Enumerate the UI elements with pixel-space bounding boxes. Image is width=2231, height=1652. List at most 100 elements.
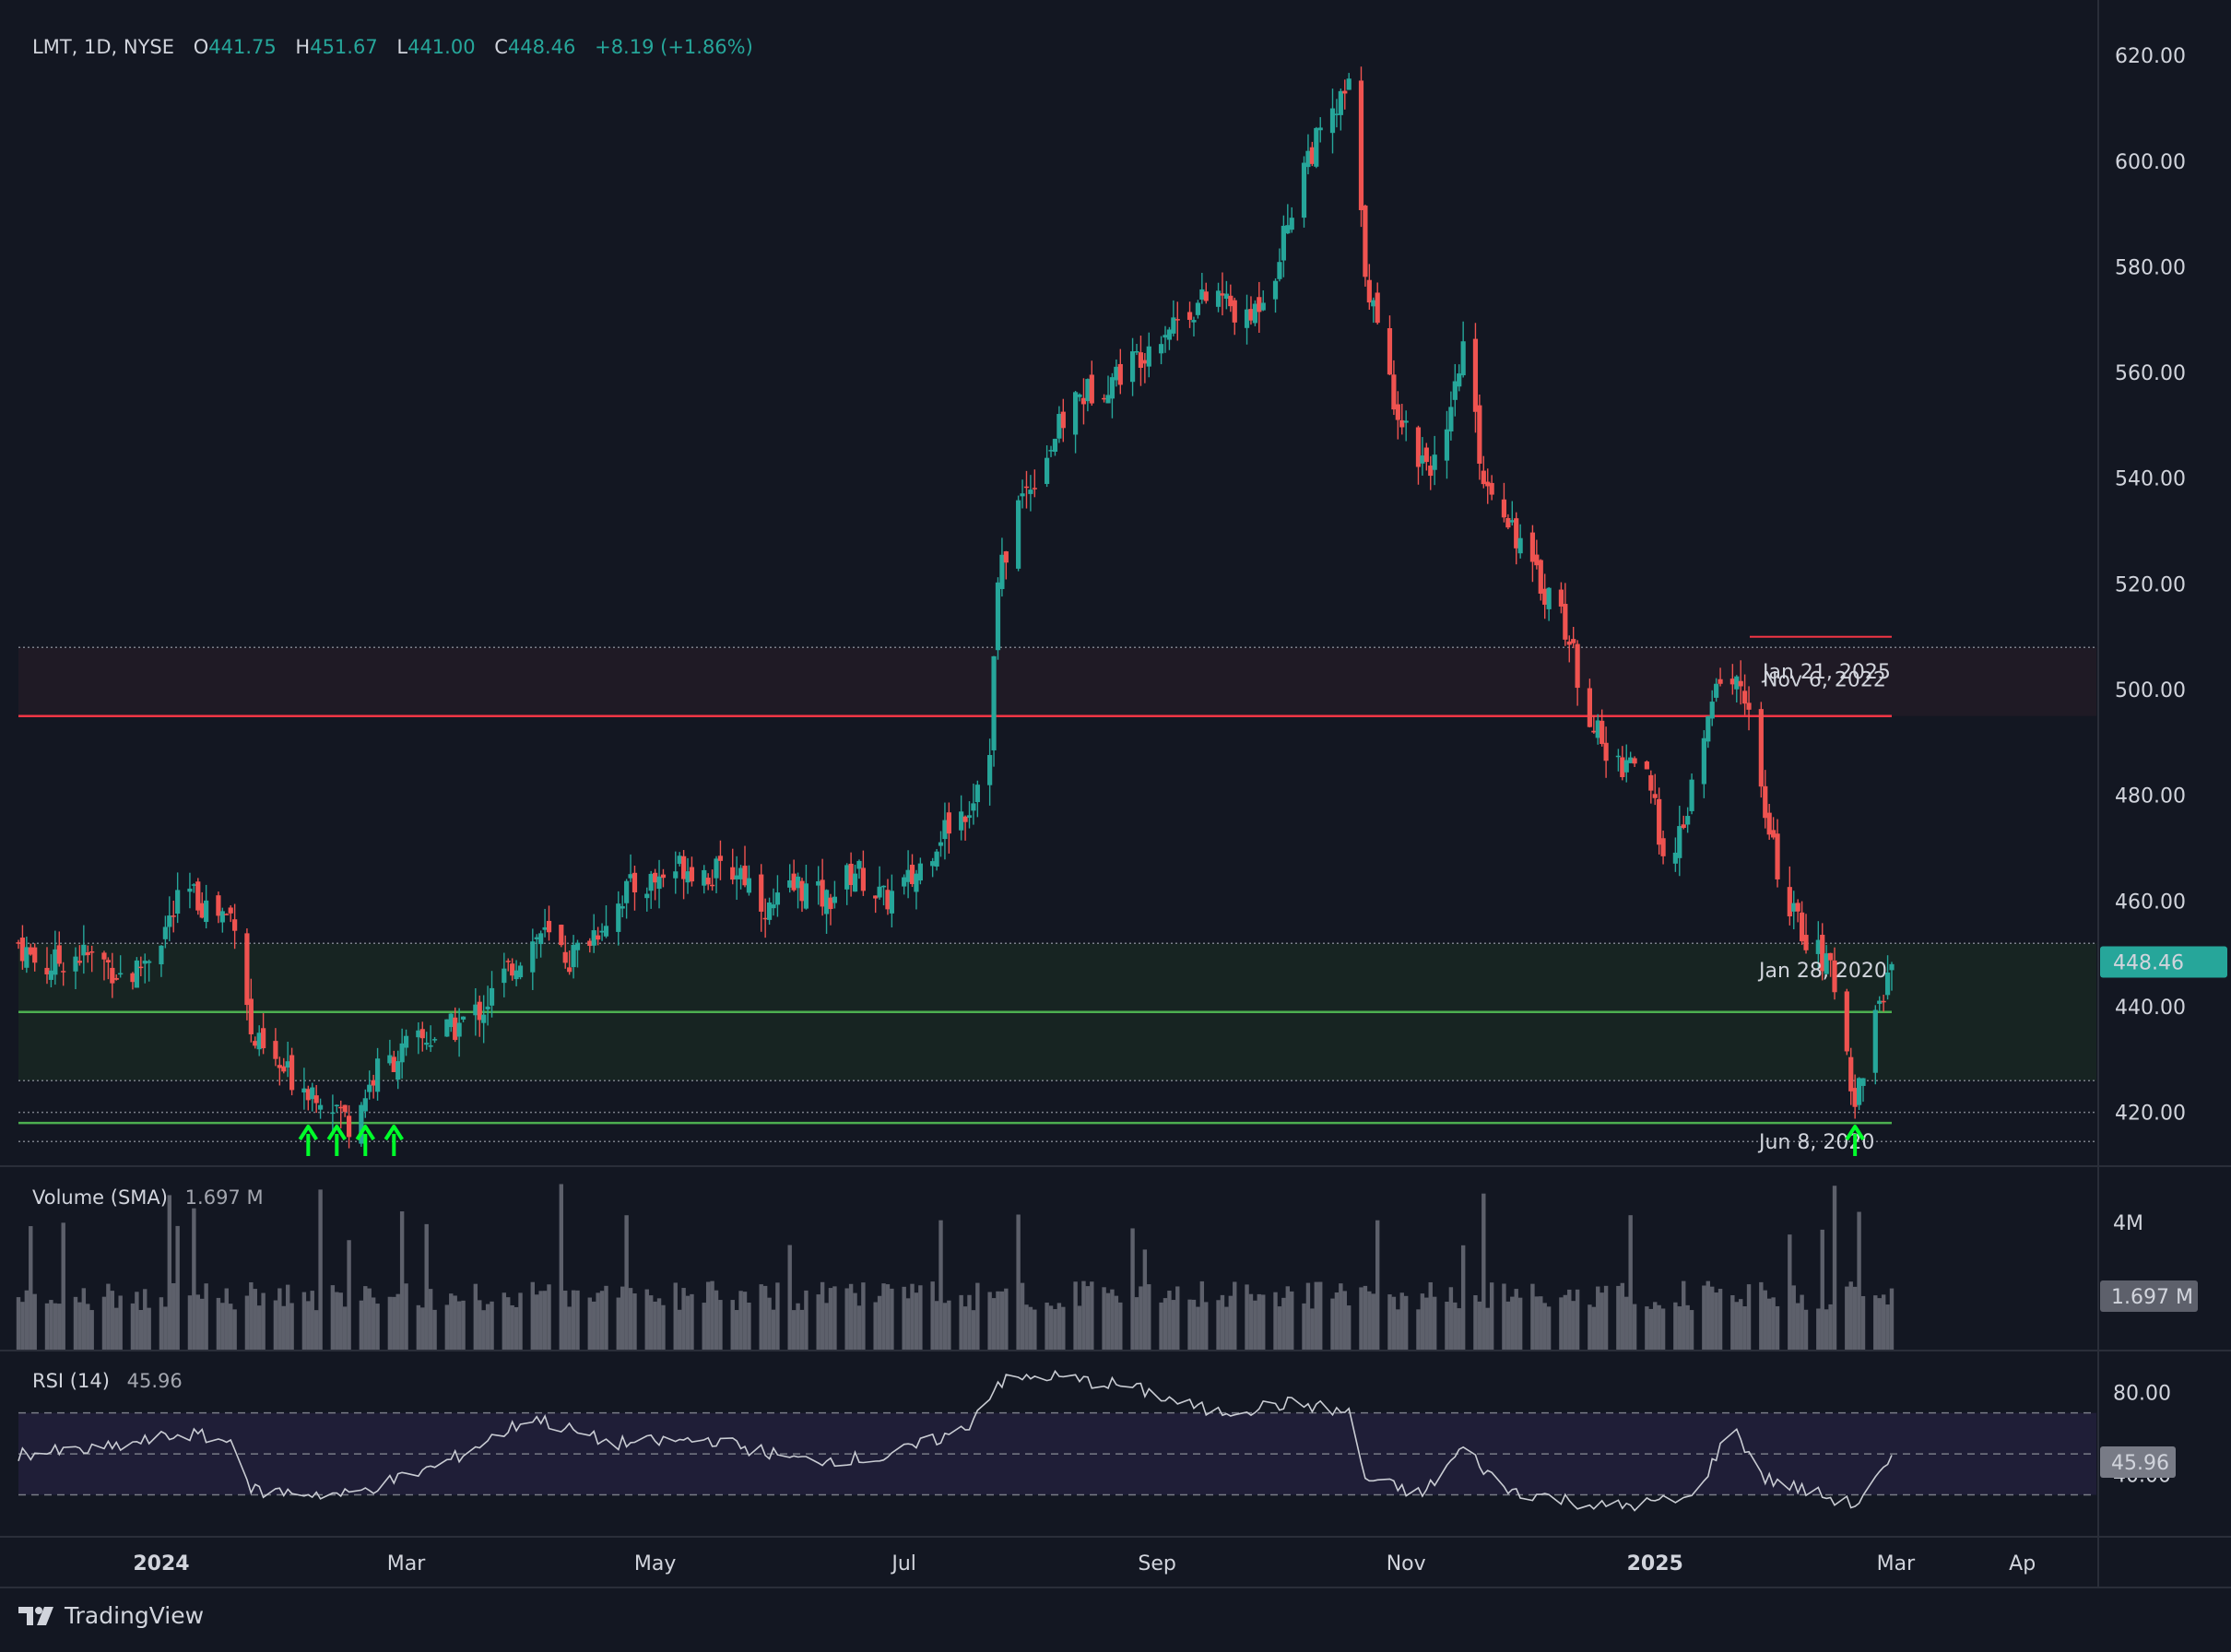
candle-body — [1800, 912, 1805, 942]
candle-body — [431, 1039, 438, 1041]
candle — [628, 854, 633, 882]
time-tick-label: Ap — [2009, 1552, 2036, 1575]
candle-body — [799, 880, 805, 902]
tradingview-logo[interactable]: TradingView — [18, 1602, 204, 1629]
volume-bar — [656, 1298, 662, 1350]
candle-body — [1595, 720, 1600, 738]
candle-body — [1244, 309, 1250, 328]
candle-body — [1514, 518, 1519, 549]
grid-layer — [0, 0, 2231, 1588]
volume-bar — [510, 1304, 514, 1350]
candle — [281, 1057, 287, 1074]
candle-body — [1860, 1078, 1866, 1086]
candle-body — [346, 1115, 352, 1138]
candle-body — [1795, 903, 1800, 912]
candle — [1277, 248, 1282, 282]
candle — [1342, 79, 1348, 110]
signal-arrow-icon — [384, 1125, 404, 1156]
volume-bar — [918, 1285, 923, 1350]
candle — [1032, 469, 1037, 498]
volume-bar — [1159, 1302, 1163, 1350]
candle-body — [453, 1017, 458, 1041]
volume-bar — [987, 1292, 992, 1350]
candle-body — [889, 891, 894, 914]
candle — [934, 848, 939, 871]
volume-bar — [220, 1303, 225, 1350]
candle — [1301, 156, 1307, 228]
volume-bar — [1175, 1286, 1180, 1350]
volume-bar — [229, 1304, 233, 1350]
candle-body — [73, 956, 78, 972]
time-tick-label: Jul — [890, 1552, 916, 1575]
candle — [489, 971, 495, 1018]
candle-body — [424, 1043, 430, 1045]
candle — [1820, 923, 1825, 981]
candle — [1166, 326, 1173, 350]
volume-bar — [135, 1292, 139, 1350]
candle — [1746, 686, 1752, 731]
volume-bar — [1632, 1304, 1637, 1350]
candle-body — [130, 973, 136, 983]
volume-bar — [1616, 1285, 1621, 1350]
candle-body — [1575, 643, 1580, 689]
candle-body — [118, 973, 124, 975]
candle — [653, 868, 658, 901]
candle — [1366, 264, 1372, 310]
volume-bar — [159, 1297, 164, 1350]
volume-bar — [1424, 1297, 1429, 1350]
candle-body — [1420, 455, 1425, 464]
candle — [620, 895, 625, 918]
candle-body — [1175, 319, 1180, 321]
volume-bar — [644, 1289, 649, 1350]
volume-bar — [1534, 1296, 1540, 1350]
close-label: C — [494, 36, 508, 58]
volume-bar — [1024, 1304, 1029, 1350]
candle — [56, 931, 62, 967]
candle-body — [717, 856, 724, 861]
candle-body — [823, 890, 830, 914]
candle — [1375, 282, 1380, 325]
candle-body — [1023, 486, 1030, 489]
signal-arrow-head — [298, 1125, 319, 1141]
candle-body — [317, 1104, 324, 1110]
candle — [832, 880, 838, 909]
candle — [1420, 437, 1425, 476]
price-tick-label: 440.00 — [2115, 997, 2186, 1020]
candle-body — [505, 961, 511, 962]
volume-bar — [962, 1306, 968, 1350]
candle-body — [803, 883, 809, 909]
volume-bar — [1216, 1300, 1221, 1350]
candle — [1558, 582, 1564, 614]
volume-bar — [485, 1304, 490, 1350]
volume-bar — [681, 1288, 686, 1350]
volume-bar — [624, 1215, 629, 1350]
candle-body — [1652, 794, 1658, 798]
candle — [966, 801, 973, 829]
candle — [1309, 141, 1315, 167]
candle — [1623, 744, 1629, 783]
rsi-value-badge-label: 45.96 — [2111, 1452, 2169, 1475]
volume-bar — [1310, 1308, 1315, 1350]
candle-body — [1105, 395, 1111, 404]
candle — [387, 1039, 393, 1066]
volume-bar — [1517, 1297, 1523, 1350]
change-value: +8.19 (+1.86%) — [595, 36, 753, 58]
candle — [1395, 391, 1400, 440]
volume-bar — [1257, 1293, 1262, 1350]
candle — [914, 869, 919, 910]
candle-body — [1158, 344, 1164, 354]
time-tick-label: Mar — [387, 1552, 426, 1575]
candle-body — [1281, 225, 1286, 261]
volume-bar — [318, 1189, 323, 1350]
candle — [374, 1047, 381, 1101]
candle — [1334, 99, 1340, 128]
candle-body — [513, 970, 519, 980]
candle-body — [342, 1104, 348, 1113]
volume-bar — [1245, 1284, 1249, 1350]
volume-bar — [1118, 1302, 1123, 1350]
volume-bar — [787, 1245, 792, 1350]
candle-series — [16, 66, 1895, 1149]
volume-bar — [1305, 1282, 1311, 1350]
candle — [559, 924, 564, 948]
